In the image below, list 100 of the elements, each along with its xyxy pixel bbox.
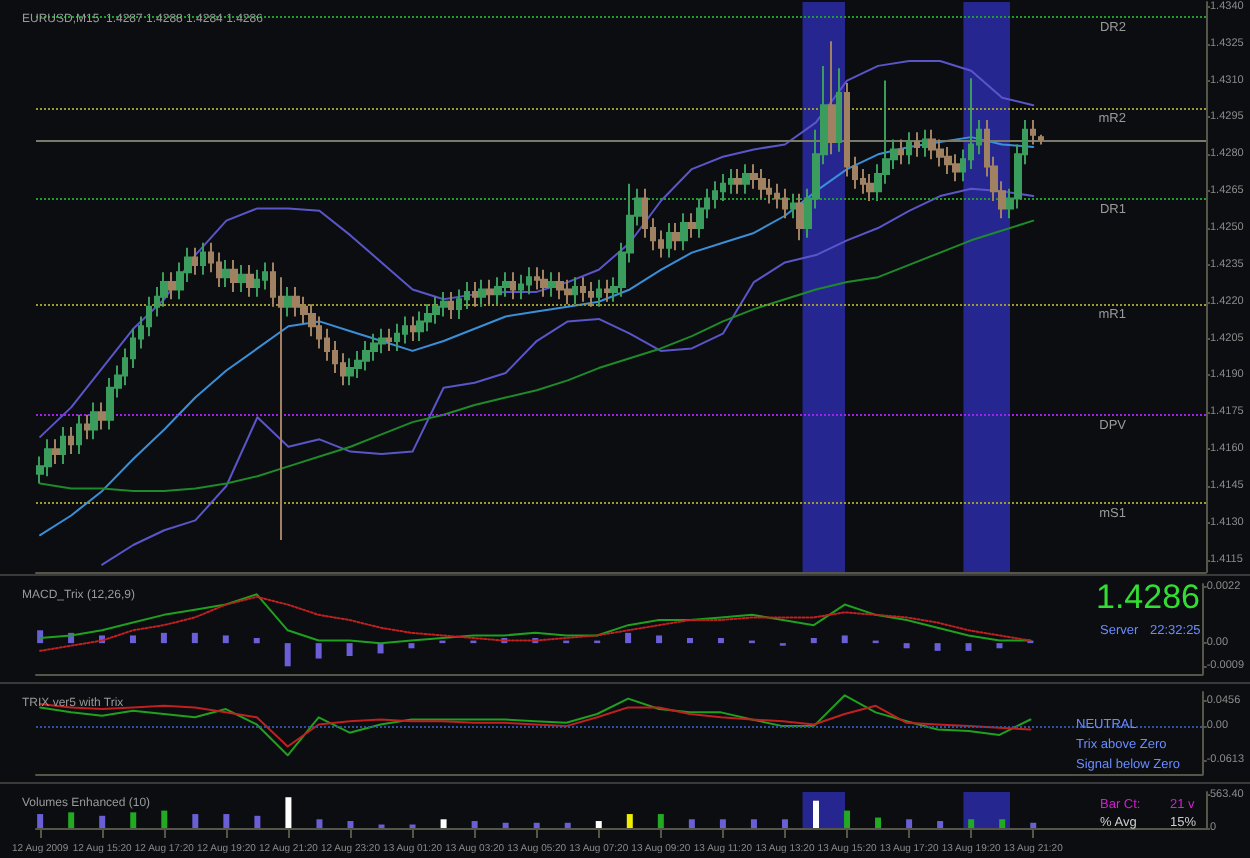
candlestick — [60, 426, 66, 465]
candlestick — [292, 286, 300, 318]
bar — [844, 810, 851, 828]
candlestick — [402, 315, 408, 345]
candlestick — [534, 266, 540, 291]
bar — [968, 819, 975, 828]
candlestick — [448, 290, 454, 320]
candlestick — [672, 222, 680, 252]
candlestick — [44, 438, 52, 478]
candlestick — [914, 131, 920, 158]
candlestick — [52, 438, 60, 465]
bar — [934, 643, 941, 651]
bar — [1030, 822, 1037, 828]
bar — [906, 819, 913, 828]
candlestick — [262, 261, 268, 291]
candlestick — [790, 192, 796, 220]
candlestick — [456, 288, 462, 320]
candlestick — [354, 349, 362, 379]
bar — [657, 814, 664, 828]
bar — [223, 814, 230, 828]
candlestick — [246, 263, 254, 298]
candlestick — [556, 271, 564, 301]
bar — [841, 635, 848, 644]
bar — [408, 643, 415, 649]
candlestick — [540, 268, 548, 298]
line-series — [39, 219, 1035, 492]
candlestick — [828, 40, 836, 156]
candlestick — [580, 276, 586, 303]
candlestick — [734, 168, 742, 195]
candlestick — [394, 322, 400, 352]
bar — [750, 819, 757, 828]
candlestick — [928, 128, 936, 161]
candlestick — [952, 153, 960, 183]
candlestick — [510, 271, 516, 301]
bar — [656, 635, 663, 644]
bar — [687, 638, 694, 644]
candlestick — [472, 281, 478, 308]
bar — [222, 635, 229, 644]
bar — [129, 635, 136, 644]
bar — [564, 822, 571, 828]
candlestick — [502, 271, 510, 298]
candlestick — [1038, 133, 1044, 146]
candlestick — [782, 187, 788, 220]
bar — [813, 800, 819, 828]
bar — [316, 819, 323, 828]
line-series — [39, 136, 1035, 537]
bar — [626, 814, 633, 828]
bar — [965, 643, 972, 651]
bar — [781, 819, 788, 828]
candlestick — [774, 182, 780, 210]
candlestick — [416, 310, 424, 343]
bar — [130, 812, 137, 828]
candlestick — [518, 273, 524, 301]
bar — [937, 821, 944, 828]
candlestick — [200, 241, 206, 276]
bar — [903, 643, 910, 649]
candlestick — [898, 138, 904, 166]
bar — [502, 822, 509, 828]
candlestick — [526, 266, 532, 296]
candlestick — [866, 172, 874, 203]
candlestick — [572, 276, 578, 306]
candlestick — [906, 131, 912, 166]
candlestick — [1030, 118, 1036, 146]
line-series — [101, 187, 1035, 566]
candlestick — [410, 315, 416, 343]
candlestick — [230, 258, 238, 293]
candlestick — [68, 426, 74, 456]
bar — [284, 643, 291, 667]
bar — [315, 643, 322, 659]
bar — [346, 643, 353, 656]
line-series — [39, 59, 1035, 438]
bar — [160, 632, 167, 644]
candlestick — [696, 197, 704, 239]
bar — [254, 815, 261, 828]
candlestick — [564, 278, 572, 306]
candlestick — [588, 281, 594, 308]
candlestick — [84, 413, 90, 441]
candlestick — [478, 278, 486, 308]
candlestick — [440, 290, 448, 318]
candlestick — [76, 413, 82, 456]
candlestick — [284, 286, 292, 318]
candlestick — [742, 163, 750, 195]
candlestick — [666, 222, 672, 259]
candlestick — [192, 246, 198, 276]
candlestick — [944, 145, 952, 175]
bar — [717, 638, 724, 644]
candlestick — [680, 212, 688, 252]
candlestick — [424, 303, 432, 333]
bar — [68, 812, 75, 828]
bar — [688, 819, 695, 828]
candlestick — [386, 327, 392, 352]
bar — [999, 819, 1006, 828]
candlestick — [688, 212, 696, 239]
candlestick — [238, 263, 246, 293]
annotation: 1.4286 — [1096, 578, 1200, 616]
candlestick — [216, 251, 222, 288]
candlestick — [548, 271, 556, 298]
candlestick — [254, 268, 260, 298]
candlestick — [758, 168, 766, 200]
candlestick — [362, 340, 370, 372]
